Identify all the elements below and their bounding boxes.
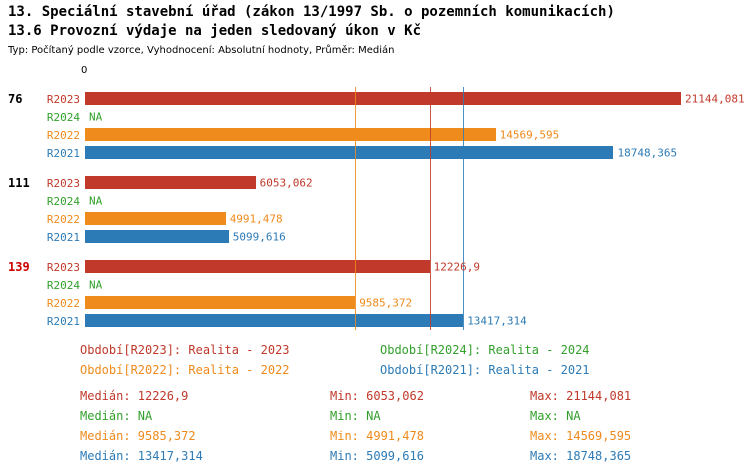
stat-max-r2024: Max: NA <box>530 409 581 423</box>
bar-value-label: 6053,062 <box>259 176 313 190</box>
legend-item-r2023: Období[R2023]: Realita - 2023 <box>80 343 290 357</box>
axis-zero-label: 0 <box>81 65 88 76</box>
bar-value-label: 5099,616 <box>232 230 286 244</box>
chart-meta: Typ: Počítaný podle vzorce, Vyhodnocení:… <box>8 45 395 56</box>
bar-track: 18748,365 <box>85 144 748 162</box>
bar-r2022 <box>85 128 496 141</box>
bar-group: 111 R2023 6053,062 R2024 NA R2022 4991,478 R202… <box>0 174 748 246</box>
series-label: R2023 <box>46 92 80 106</box>
series-label: R2022 <box>46 212 80 226</box>
group-label: 76 <box>8 92 23 106</box>
bar-value-label: 4991,478 <box>229 212 283 226</box>
plot-area: 76 R2023 21144,081 R2024 NA R2022 14569,595 R20… <box>0 87 748 330</box>
median-line-r2023 <box>429 87 431 330</box>
series-label: R2021 <box>46 230 80 244</box>
bar-track: NA <box>85 108 748 126</box>
bar-group: 139 R2023 12226,9 R2024 NA R2022 9585,372 R2021… <box>0 258 748 330</box>
chart-row: 76 R2023 21144,081 <box>0 90 748 108</box>
page-subtitle: 13.6 Provozní výdaje na jeden sledovaný … <box>8 23 422 39</box>
bar-track: 12226,9 <box>85 258 748 276</box>
chart-row: R2021 18748,365 <box>0 144 748 162</box>
bar-r2023 <box>85 92 681 105</box>
bar-track: 13417,314 <box>85 312 748 330</box>
stat-min-r2024: Min: NA <box>330 409 381 423</box>
bar-track: 4991,478 <box>85 210 748 228</box>
stat-median-r2021: Medián: 13417,314 <box>80 449 203 463</box>
bar-r2021 <box>85 146 614 159</box>
series-label: R2023 <box>46 176 80 190</box>
chart-row: R2022 9585,372 <box>0 294 748 312</box>
stat-median-r2022: Medián: 9585,372 <box>80 429 196 443</box>
chart-row: R2021 13417,314 <box>0 312 748 330</box>
bar-r2021 <box>85 230 229 243</box>
chart-row: R2021 5099,616 <box>0 228 748 246</box>
median-line-r2022 <box>355 87 357 330</box>
chart-row: 111 R2023 6053,062 <box>0 174 748 192</box>
legend-item-r2024: Období[R2024]: Realita - 2024 <box>380 343 590 357</box>
series-label: R2022 <box>46 128 80 142</box>
bar-track: 9585,372 <box>85 294 748 312</box>
median-line-r2021 <box>463 87 465 330</box>
series-label: R2024 <box>46 194 80 208</box>
bar-value-label: 21144,081 <box>685 92 745 106</box>
chart-row: R2022 4991,478 <box>0 210 748 228</box>
series-label: R2024 <box>46 278 80 292</box>
chart-row: R2024 NA <box>0 276 748 294</box>
stats-table: Medián: 12226,9 Min: 6053,062 Max: 21144,0… <box>80 389 631 463</box>
page-title: 13. Speciální stavební úřad (zákon 13/19… <box>8 4 615 20</box>
series-label: R2024 <box>46 110 80 124</box>
bar-r2023 <box>85 260 430 273</box>
stat-min-r2021: Min: 5099,616 <box>330 449 424 463</box>
bar-r2022 <box>85 296 356 309</box>
bar-value-label: 18748,365 <box>617 146 678 160</box>
group-label: 139 <box>8 260 30 274</box>
na-label: NA <box>89 278 103 292</box>
stat-median-r2024: Medián: NA <box>80 409 153 423</box>
na-label: NA <box>89 194 103 208</box>
chart-row: R2022 14569,595 <box>0 126 748 144</box>
bar-r2023 <box>85 176 256 189</box>
chart-row: R2024 NA <box>0 192 748 210</box>
bar-r2021 <box>85 314 464 327</box>
stat-median-r2023: Medián: 12226,9 <box>80 389 189 403</box>
bar-track: NA <box>85 192 748 210</box>
bar-track: NA <box>85 276 748 294</box>
legend: Období[R2023]: Realita - 2023 Období[R202… <box>80 343 590 377</box>
series-label: R2021 <box>46 314 80 328</box>
stat-max-r2023: Max: 21144,081 <box>530 389 632 403</box>
series-label: R2022 <box>46 296 80 310</box>
na-label: NA <box>89 110 103 124</box>
bar-track: 14569,595 <box>85 126 748 144</box>
chart-row: 139 R2023 12226,9 <box>0 258 748 276</box>
series-label: R2023 <box>46 260 80 274</box>
legend-item-r2021: Období[R2021]: Realita - 2021 <box>380 363 590 377</box>
bar-track: 21144,081 <box>85 90 748 108</box>
bar-group: 76 R2023 21144,081 R2024 NA R2022 14569,595 R20… <box>0 90 748 162</box>
stat-max-r2021: Max: 18748,365 <box>530 449 632 463</box>
stat-min-r2023: Min: 6053,062 <box>330 389 424 403</box>
stat-min-r2022: Min: 4991,478 <box>330 429 424 443</box>
bar-value-label: 14569,595 <box>499 128 560 142</box>
bar-r2022 <box>85 212 226 225</box>
series-label: R2021 <box>46 146 80 160</box>
bar-track: 6053,062 <box>85 174 748 192</box>
bar-track: 5099,616 <box>85 228 748 246</box>
group-label: 111 <box>8 176 30 190</box>
legend-item-r2022: Období[R2022]: Realita - 2022 <box>80 363 290 377</box>
chart-row: R2024 NA <box>0 108 748 126</box>
bar-value-label: 13417,314 <box>467 314 527 328</box>
stat-max-r2022: Max: 14569,595 <box>530 429 632 443</box>
bar-value-label: 9585,372 <box>359 296 413 310</box>
bar-value-label: 12226,9 <box>433 260 480 274</box>
